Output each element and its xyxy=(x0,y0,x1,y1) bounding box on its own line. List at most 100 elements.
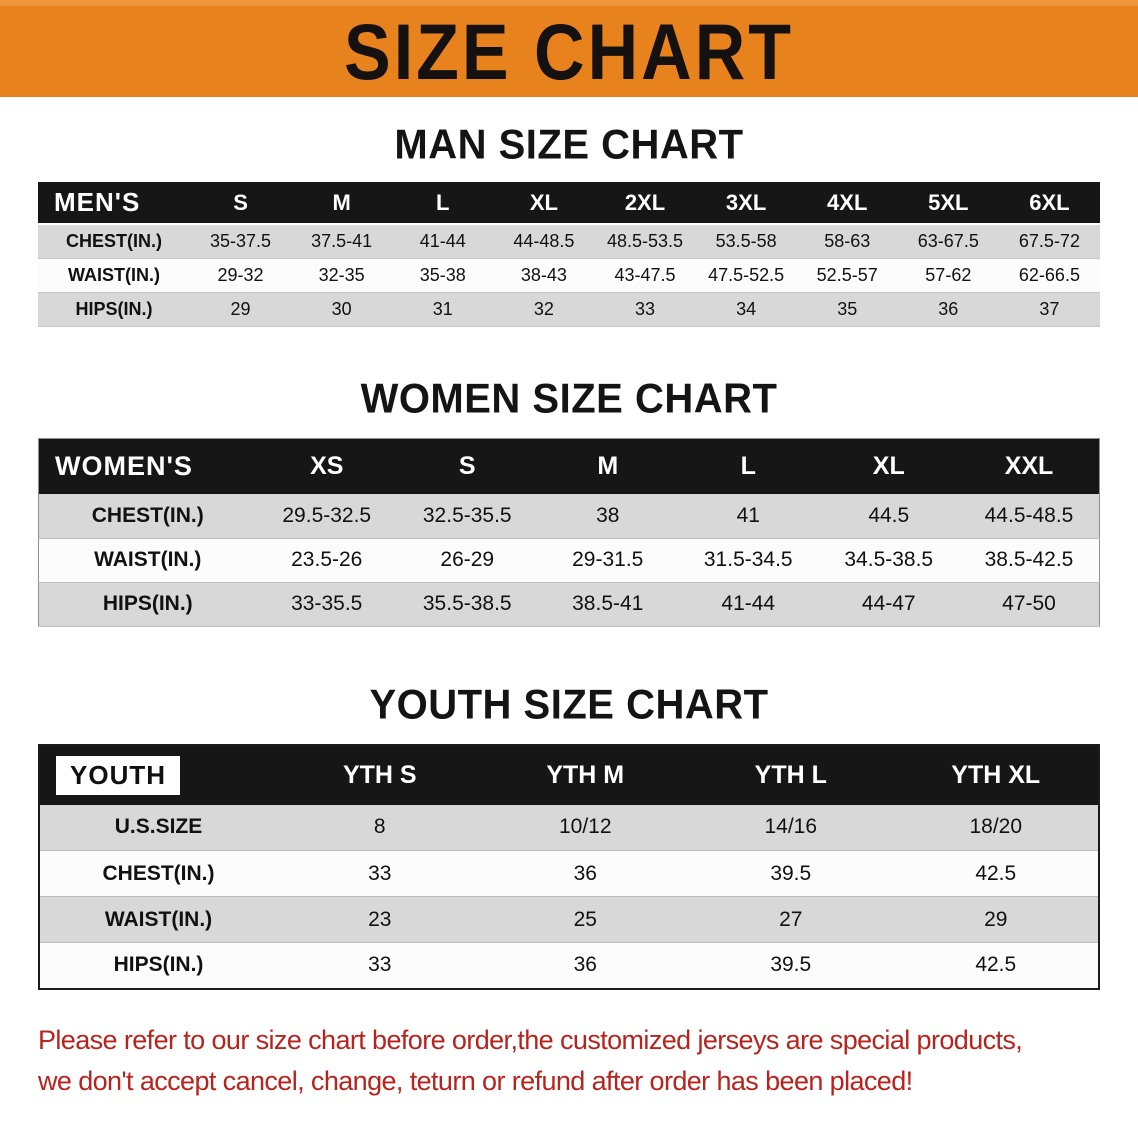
size-value: 33-35.5 xyxy=(291,592,363,615)
disclaimer-line-1: Please refer to our size chart before or… xyxy=(38,1024,1023,1055)
size-value: 30 xyxy=(331,298,352,319)
women-size-table: WOMEN'S XS S M L XL XXL CHEST(IN.) 29.5-32.5 32.5… xyxy=(38,437,1100,627)
men-size-section: MAN SIZE CHART MEN'S S M L XL 2XL 3XL 4XL 5XL 6XL… xyxy=(0,121,1138,327)
size-header-cell: 2XL xyxy=(594,182,696,224)
size-value: 43-47.5 xyxy=(614,264,676,285)
measurement-row: CHEST(IN.) 35-37.5 37.5-41 41-44 44-48.5 48.5… xyxy=(38,224,1100,258)
size-header-cell: M xyxy=(537,438,678,494)
size-value: 44-48.5 xyxy=(513,230,575,251)
size-value: 53.5-58 xyxy=(715,230,777,251)
size-value: 10/12 xyxy=(558,815,612,839)
size-value: 57-62 xyxy=(925,264,972,285)
disclaimer-line-2: we don't accept cancel, change, teturn o… xyxy=(38,1065,913,1096)
size-value: 23 xyxy=(368,907,392,931)
size-value: 58-63 xyxy=(824,230,871,251)
measurement-row: CHEST(IN.) 29.5-32.5 32.5-35.5 38 41 44.5 44.5… xyxy=(38,494,1100,538)
size-value: 41 xyxy=(736,503,760,527)
measurement-row: CHEST(IN.) 33 36 39.5 42.5 xyxy=(39,850,1099,897)
size-value: 32-35 xyxy=(318,264,365,285)
size-header-cell: 6XL xyxy=(998,182,1100,224)
size-value: 41-44 xyxy=(721,592,776,615)
size-header-cell: M xyxy=(291,182,393,224)
size-value: 36 xyxy=(573,953,597,977)
size-value: 18/20 xyxy=(969,815,1023,839)
measurement-label: U.S.SIZE xyxy=(114,815,203,839)
size-header-cell: 3XL xyxy=(695,182,797,224)
size-value: 25 xyxy=(573,907,597,931)
size-header-cell: S xyxy=(190,182,292,224)
size-value: 34.5-38.5 xyxy=(844,548,934,571)
measurement-row: WAIST(IN.) 23.5-26 26-29 29-31.5 31.5-34.5 34… xyxy=(38,538,1100,582)
size-value: 23.5-26 xyxy=(291,548,363,571)
size-value: 26-29 xyxy=(440,548,495,571)
size-value: 35-37.5 xyxy=(210,230,272,251)
measurement-row: U.S.SIZE 8 10/12 14/16 18/20 xyxy=(39,804,1099,851)
size-value: 39.5 xyxy=(770,861,812,885)
measurement-label: HIPS(IN.) xyxy=(102,592,193,615)
measurement-row: HIPS(IN.) 29 30 31 32 33 34 35 36 37 xyxy=(38,292,1100,326)
size-header-cell: YTH L xyxy=(688,744,894,805)
size-value: 8 xyxy=(373,815,386,839)
youth-size-table: YOUTH YTH S YTH M YTH L YTH XL U.S.SIZE 8 10/12… xyxy=(38,743,1100,990)
measurement-row: HIPS(IN.) 33 36 39.5 42.5 xyxy=(39,942,1099,989)
size-value: 44-47 xyxy=(861,592,916,615)
size-value: 42.5 xyxy=(975,861,1017,885)
measurement-label: WAIST(IN.) xyxy=(94,548,202,571)
table-title-cell: MEN'S xyxy=(38,182,190,224)
size-value: 32.5-35.5 xyxy=(422,503,512,527)
men-size-table: MEN'S S M L XL 2XL 3XL 4XL 5XL 6XL CHEST(IN.) 35-37… xyxy=(38,182,1100,327)
size-value: 14/16 xyxy=(764,815,818,839)
size-value: 62-66.5 xyxy=(1018,264,1080,285)
measurement-row: HIPS(IN.) 33-35.5 35.5-38.5 38.5-41 41-44 44-… xyxy=(38,582,1100,626)
size-value: 33 xyxy=(368,861,392,885)
size-value: 34 xyxy=(736,298,757,319)
measurement-row: WAIST(IN.) 23 25 27 29 xyxy=(39,896,1099,943)
size-value: 31.5-34.5 xyxy=(703,548,793,571)
size-header-cell: L xyxy=(392,182,494,224)
youth-size-section: YOUTH SIZE CHART YOUTH YTH S YTH M YTH L YTH… xyxy=(0,681,1138,990)
size-value: 33 xyxy=(368,953,392,977)
size-value: 48.5-53.5 xyxy=(606,230,684,251)
measurement-label: CHEST(IN.) xyxy=(91,503,204,527)
table-header-row: MEN'S S M L XL 2XL 3XL 4XL 5XL 6XL xyxy=(38,182,1100,224)
youth-section-heading: YOUTH SIZE CHART xyxy=(369,681,769,728)
size-value: 29-31.5 xyxy=(572,548,644,571)
size-value: 35-38 xyxy=(419,264,466,285)
size-value: 39.5 xyxy=(770,953,812,977)
size-header-cell: YTH S xyxy=(277,744,483,805)
size-header-cell: S xyxy=(397,438,538,494)
size-value: 29-32 xyxy=(217,264,264,285)
table-title-chip: YOUTH xyxy=(56,755,180,795)
table-title-cell: YOUTH xyxy=(39,744,277,805)
size-value: 42.5 xyxy=(975,953,1017,977)
size-header-cell: XL xyxy=(493,182,595,224)
size-header-cell: XS xyxy=(256,438,397,494)
size-value: 38-43 xyxy=(520,264,567,285)
size-value: 37 xyxy=(1039,298,1060,319)
size-header-cell: XL xyxy=(818,438,959,494)
size-value: 44.5-48.5 xyxy=(984,503,1074,527)
page-title: SIZE CHART xyxy=(344,7,794,96)
women-size-section: WOMEN SIZE CHART WOMEN'S XS S M L XL XXL CHEST(… xyxy=(0,375,1138,627)
disclaimer: Please refer to our size chart before or… xyxy=(0,1020,1138,1122)
measurement-label: HIPS(IN.) xyxy=(113,953,204,977)
table-header-row: YOUTH YTH S YTH M YTH L YTH XL xyxy=(39,744,1099,805)
measurement-label: CHEST(IN.) xyxy=(102,861,215,885)
size-value: 35.5-38.5 xyxy=(422,592,512,615)
size-header-cell: YTH M xyxy=(482,744,688,805)
size-value: 33 xyxy=(634,298,655,319)
men-section-heading: MAN SIZE CHART xyxy=(394,121,744,169)
size-value: 37.5-41 xyxy=(311,230,373,251)
women-section-heading: WOMEN SIZE CHART xyxy=(360,375,778,422)
measurement-row: WAIST(IN.) 29-32 32-35 35-38 38-43 43-47.5 47.… xyxy=(38,258,1100,292)
size-value: 36 xyxy=(573,861,597,885)
size-value: 41-44 xyxy=(419,230,466,251)
size-value: 36 xyxy=(938,298,959,319)
banner: SIZE CHART xyxy=(0,0,1138,97)
measurement-label: HIPS(IN.) xyxy=(75,298,153,319)
size-value: 52.5-57 xyxy=(816,264,878,285)
size-value: 31 xyxy=(432,298,453,319)
measurement-label: CHEST(IN.) xyxy=(66,230,162,251)
size-value: 38.5-42.5 xyxy=(984,548,1074,571)
size-header-cell: XXL xyxy=(959,438,1100,494)
